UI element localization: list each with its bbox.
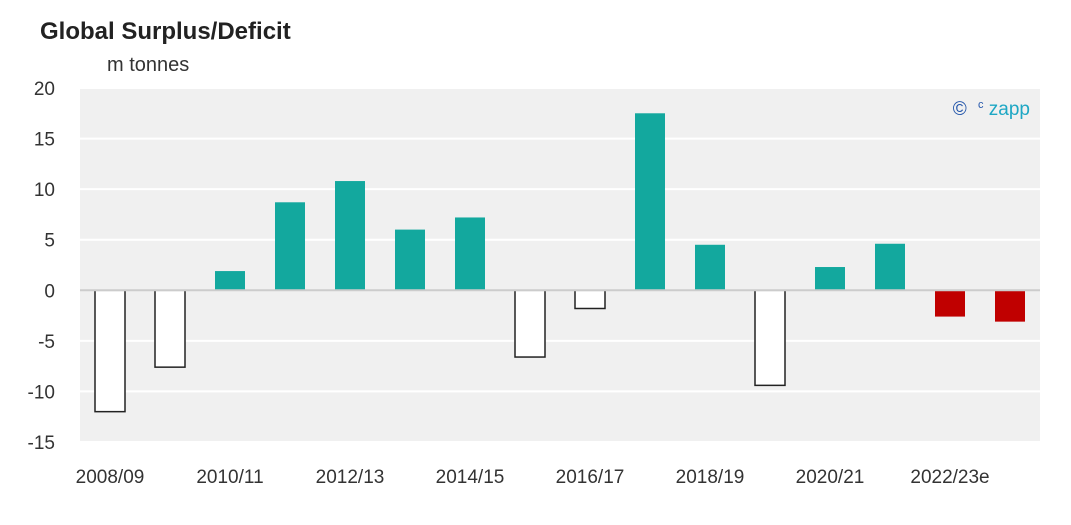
bar-2010-11 — [215, 271, 245, 291]
bar-2022-23e — [935, 290, 965, 317]
bar-2011-12 — [275, 202, 305, 291]
bar-2009-10 — [154, 289, 186, 368]
x-tick-label: 2014/15 — [436, 467, 505, 488]
x-axis-ticks: 2008/09 2010/11 2012/13 2014/15 2016/17 2018/… — [76, 467, 990, 488]
copyright-icon: © — [953, 99, 967, 120]
bar-2019-20 — [754, 289, 786, 387]
bar-2021-22 — [875, 243, 905, 291]
bar-2023-24e — [995, 290, 1025, 322]
x-tick-label: 2012/13 — [316, 467, 385, 488]
bar-2008-09 — [94, 289, 126, 413]
y-tick-label: -15 — [28, 433, 55, 454]
y-axis-unit-label: m tonnes — [107, 54, 190, 76]
x-tick-label: 2022/23e — [910, 467, 989, 488]
x-tick-label: 2018/19 — [676, 467, 745, 488]
x-tick-label: 2008/09 — [76, 467, 145, 488]
bar-2013-14 — [395, 229, 425, 291]
bar-2017-18 — [635, 113, 665, 291]
czapp-watermark-logo: © c zapp — [953, 92, 1030, 120]
y-tick-label: 20 — [34, 79, 55, 100]
watermark-text: zapp — [989, 99, 1030, 120]
x-tick-label: 2020/21 — [796, 467, 865, 488]
y-tick-label: 5 — [44, 231, 55, 252]
y-tick-label: -5 — [38, 332, 55, 353]
bar-2020-21 — [815, 267, 845, 291]
chart-title: Global Surplus/Deficit — [40, 18, 291, 45]
x-tick-label: 2016/17 — [556, 467, 625, 488]
y-tick-label: 15 — [34, 130, 55, 151]
y-axis-ticks: 20 15 10 5 0 -5 -10 -15 — [28, 79, 55, 454]
bar-2012-13 — [335, 181, 365, 291]
watermark-superscript: c — [978, 99, 984, 111]
x-tick-label: 2010/11 — [196, 467, 263, 488]
bar-2018-19 — [695, 244, 725, 291]
y-tick-label: -10 — [28, 382, 55, 403]
y-tick-label: 0 — [44, 281, 55, 302]
bar-2014-15 — [455, 217, 485, 291]
bar-2016-17 — [574, 289, 606, 310]
y-tick-label: 10 — [34, 180, 55, 201]
gridlines — [80, 87, 1040, 443]
bar-2015-16 — [514, 289, 546, 358]
